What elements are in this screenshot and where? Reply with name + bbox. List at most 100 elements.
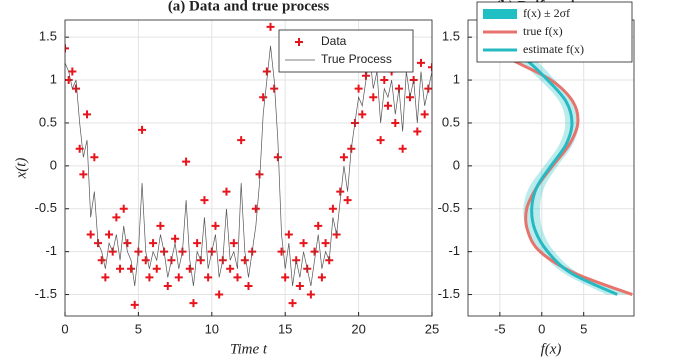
data-point	[79, 170, 88, 179]
data-point	[86, 230, 95, 239]
y-tick-label: 1	[50, 71, 57, 86]
data-point	[266, 22, 275, 31]
legend-label: estimate f(x)	[523, 42, 584, 56]
data-point	[343, 196, 352, 205]
data-point	[211, 221, 220, 230]
y-tick-label: 0	[50, 157, 57, 172]
plot-area	[65, 22, 432, 309]
data-point	[233, 273, 242, 282]
data-point	[68, 67, 77, 76]
data-point	[339, 153, 348, 162]
y-tick-label: 1.5	[442, 29, 460, 44]
plot-area	[477, 35, 633, 296]
y-tick-label: -1	[45, 243, 57, 258]
x-tick-label: 15	[278, 321, 292, 336]
y-tick-label: 0	[453, 157, 460, 172]
data-point	[383, 101, 392, 110]
axes-box	[64, 19, 433, 317]
data-point	[277, 247, 286, 256]
data-point	[101, 273, 110, 282]
data-point	[185, 264, 194, 273]
data-point	[141, 256, 150, 265]
data-point	[182, 157, 191, 166]
data-point	[369, 93, 378, 102]
legend-marker	[295, 38, 303, 46]
legend-swatch	[483, 9, 517, 19]
data-point	[317, 273, 326, 282]
legend-label: f(x) ± 2σf	[523, 6, 570, 20]
y-tick-label: -1.5	[438, 286, 460, 301]
confidence-band	[483, 37, 629, 295]
data-point	[314, 221, 323, 230]
data-point	[398, 144, 407, 153]
data-point	[145, 273, 154, 282]
drift-line	[494, 35, 618, 296]
data-point	[152, 264, 161, 273]
data-point	[83, 110, 92, 119]
data-point	[123, 239, 132, 248]
y-tick-label: 0.5	[442, 114, 460, 129]
data-point	[273, 153, 282, 162]
data-point	[391, 118, 400, 127]
data-point	[413, 127, 422, 136]
data-point	[281, 273, 290, 282]
data-point	[97, 256, 106, 265]
data-point	[259, 93, 268, 102]
data-point	[127, 264, 136, 273]
data-point	[149, 239, 158, 248]
y-tick-label: 1	[453, 71, 460, 86]
data-point	[428, 63, 432, 72]
x-tick-label: 0	[538, 321, 545, 336]
data-point	[171, 234, 180, 243]
data-point	[112, 213, 121, 222]
y-tick-label: -1.5	[35, 286, 57, 301]
data-point	[138, 125, 147, 134]
data-point	[328, 204, 337, 213]
data-point	[200, 196, 209, 205]
data-point	[156, 221, 165, 230]
legend-label: Data	[321, 34, 347, 48]
data-point	[299, 239, 308, 248]
data-point	[130, 300, 139, 309]
y-tick-label: 1.5	[39, 29, 57, 44]
data-point	[65, 76, 73, 85]
x-tick-label: 0	[61, 321, 68, 336]
x-tick-label: 10	[205, 321, 219, 336]
data-point	[358, 110, 367, 119]
y-tick-label: -0.5	[35, 200, 57, 215]
y-tick-label: 0.5	[39, 114, 57, 129]
data-point	[222, 187, 231, 196]
y-axis-label: x(t)	[13, 158, 29, 180]
data-point	[244, 281, 253, 290]
data-point	[174, 273, 183, 282]
data-point	[295, 281, 304, 290]
data-point	[204, 273, 213, 282]
data-point	[288, 299, 297, 308]
data-point	[321, 239, 330, 248]
data-point	[229, 239, 238, 248]
data-point	[420, 110, 429, 119]
data-point	[380, 76, 389, 85]
data-point	[119, 204, 128, 213]
x-axis-label: Time t	[230, 341, 268, 357]
legend-label: True Process	[321, 52, 392, 66]
data-point	[72, 84, 81, 93]
x-tick-label: 5	[580, 321, 587, 336]
data-point	[284, 230, 293, 239]
data-point	[237, 136, 246, 145]
data-point	[336, 187, 345, 196]
data-point	[240, 256, 249, 265]
data-point	[270, 84, 279, 93]
y-tick-label: -0.5	[438, 200, 460, 215]
x-tick-label: 5	[135, 321, 142, 336]
data-point	[306, 290, 315, 299]
data-point	[90, 153, 99, 162]
data-point	[376, 136, 385, 145]
data-point	[416, 58, 425, 67]
data-point	[226, 264, 235, 273]
x-tick-label: -5	[494, 321, 506, 336]
x-tick-label: 20	[351, 321, 365, 336]
chart-title: (a) Data and true process	[168, 0, 330, 14]
data-point	[262, 67, 271, 76]
